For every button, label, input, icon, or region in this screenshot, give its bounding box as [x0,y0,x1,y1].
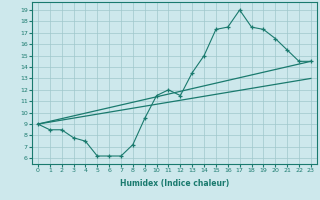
X-axis label: Humidex (Indice chaleur): Humidex (Indice chaleur) [120,179,229,188]
